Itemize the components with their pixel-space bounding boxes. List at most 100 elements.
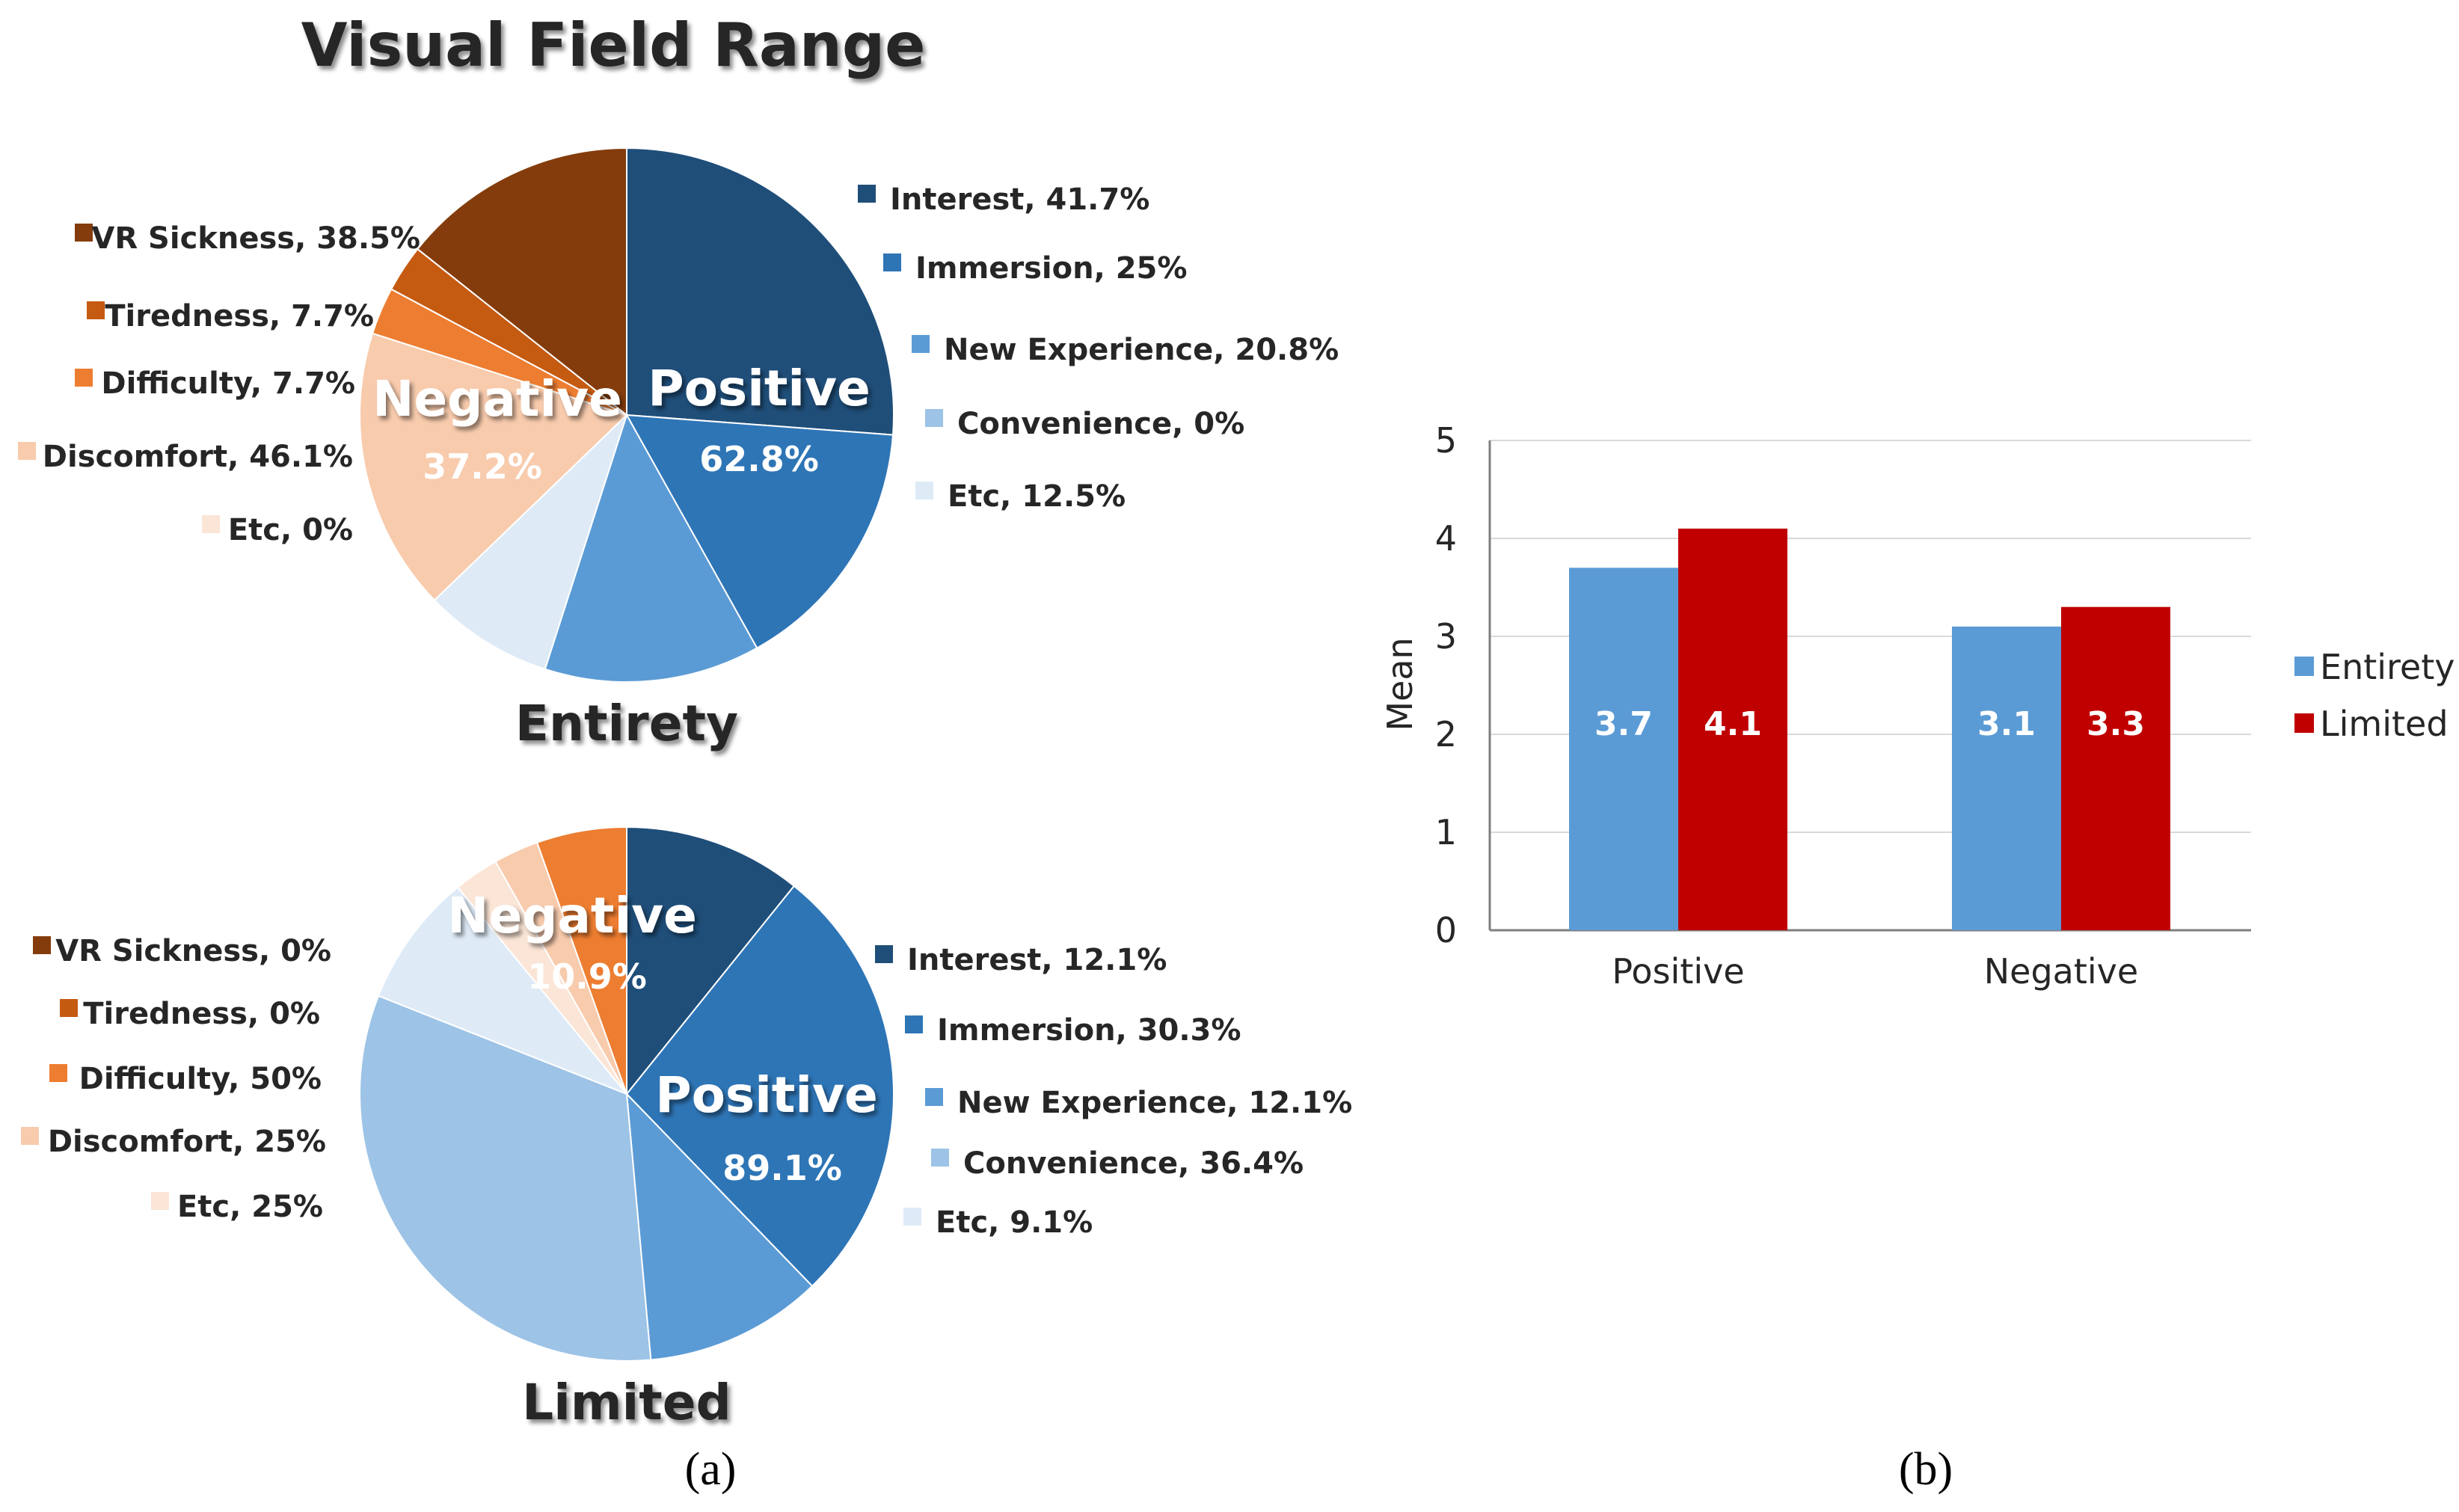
bar-y-tick-2: 2 xyxy=(1435,714,1457,755)
legend-entirety-negative-vr-sickness-label: VR Sickness, 38.5% xyxy=(91,221,420,256)
legend-entirety-negative-difficulty-swatch xyxy=(75,369,93,387)
legend-limited-negative-vr-sickness-label: VR Sickness, 0% xyxy=(55,934,331,968)
legend-entirety-negative-etc-label: Etc, 0% xyxy=(228,513,353,547)
legend-entirety-negative-vr-sickness: VR Sickness, 38.5% xyxy=(75,221,420,256)
pie-limited-negative-percent: 10.9% xyxy=(527,956,647,997)
legend-entirety-positive-new-experience-label: New Experience, 20.8% xyxy=(944,333,1339,367)
pie-limited-slice-positive-etc xyxy=(377,886,630,1096)
bar-positive-limited xyxy=(1678,528,1787,930)
legend-entirety-negative-etc: Etc, 0% xyxy=(202,513,353,547)
bar-legend-entirety-swatch xyxy=(2294,657,2314,676)
legend-entirety-negative-tiredness: Tiredness, 7.7% xyxy=(87,299,374,334)
legend-limited-negative-etc-label: Etc, 25% xyxy=(177,1190,323,1224)
legend-entirety-negative-difficulty-label: Difficulty, 7.7% xyxy=(101,366,355,401)
legend-limited-positive-convenience-label: Convenience, 36.4% xyxy=(963,1146,1304,1181)
legend-limited-negative-etc-swatch xyxy=(151,1192,169,1210)
pie-entirety-slice-negative-discomfort xyxy=(359,332,628,602)
legend-entirety-positive-convenience-label: Convenience, 0% xyxy=(957,407,1244,441)
pie-limited-legend: Interest, 12.1% Immersion, 30.3% New Exper… xyxy=(21,934,1352,1240)
bar-negative-limited xyxy=(2061,606,2170,930)
legend-limited-negative-difficulty: Difficulty, 50% xyxy=(49,1062,322,1096)
legend-limited-negative-vr-sickness: VR Sickness, 0% xyxy=(33,934,331,968)
legend-entirety-positive-etc-label: Etc, 12.5% xyxy=(948,479,1126,514)
pie-limited-name: Limited xyxy=(522,1374,731,1431)
legend-limited-negative-discomfort-swatch xyxy=(21,1127,39,1145)
pie-limited-slice-positive-new-experience xyxy=(625,1092,814,1361)
bar-negative-entirety xyxy=(1952,626,2061,930)
pie-entirety-slice-positive-new-experience xyxy=(544,413,758,683)
bar-legend-limited-swatch xyxy=(2294,713,2314,733)
bar-y-axis-label: Mean xyxy=(1380,637,1420,731)
legend-limited-negative-discomfort-label: Discomfort, 25% xyxy=(48,1125,326,1159)
legend-limited-negative-discomfort: Discomfort, 25% xyxy=(21,1125,326,1159)
pie-entirety-slice-positive-interest xyxy=(626,147,894,436)
pie-entirety-slice-positive-immersion xyxy=(625,414,894,649)
pie-entirety-positive-label: Positive xyxy=(648,360,871,417)
pie-limited-negative-label: Negative xyxy=(447,887,697,944)
pie-entirety-name: Entirety xyxy=(515,695,738,752)
legend-limited-negative-etc: Etc, 25% xyxy=(151,1190,323,1224)
bar-y-tick-0: 0 xyxy=(1435,910,1457,950)
legend-limited-negative-vr-sickness-swatch xyxy=(33,936,51,954)
legend-limited-negative-difficulty-label: Difficulty, 50% xyxy=(79,1062,322,1096)
legend-entirety-positive-interest-label: Interest, 41.7% xyxy=(890,182,1149,217)
pie-limited-slice-positive-convenience xyxy=(359,995,652,1362)
legend-entirety-positive-convenience: Convenience, 0% xyxy=(925,407,1244,441)
legend-limited-positive-interest-swatch xyxy=(875,945,893,963)
pie-limited-slice-positive-immersion xyxy=(625,885,894,1288)
legend-entirety-positive-convenience-swatch xyxy=(925,409,943,427)
pie-entirety-negative-percent: 37.2% xyxy=(423,446,542,487)
caption-a: (a) xyxy=(685,1444,737,1495)
bar-y-tick-4: 4 xyxy=(1435,518,1457,559)
legend-limited-positive-immersion-swatch xyxy=(905,1015,923,1033)
legend-limited-negative-tiredness-swatch xyxy=(60,999,78,1017)
pie-entirety-slice-positive-etc xyxy=(433,414,627,671)
legend-limited-positive-convenience: Convenience, 36.4% xyxy=(931,1146,1304,1181)
legend-entirety-positive-immersion-label: Immersion, 25% xyxy=(915,251,1187,286)
bar-legend-entirety: Entirety xyxy=(2294,647,2455,687)
legend-limited-positive-new-experience: New Experience, 12.1% xyxy=(925,1086,1352,1120)
legend-entirety-positive-new-experience-swatch xyxy=(912,335,930,353)
pie-chart-entirety xyxy=(359,147,894,683)
bar-negative-limited-value: 3.3 xyxy=(2087,705,2145,743)
legend-limited-negative-difficulty-swatch xyxy=(49,1064,67,1082)
legend-entirety-positive-immersion: Immersion, 25% xyxy=(883,251,1187,286)
bar-chart-mean: 0 1 2 3 4 5 3.7 4.1 Positive 3.1 3.3 Negative Entire… xyxy=(1435,420,2455,992)
legend-limited-positive-convenience-swatch xyxy=(931,1149,949,1167)
pie-limited-slice-negative-difficulty xyxy=(535,826,627,1095)
legend-entirety-negative-discomfort-swatch xyxy=(18,442,36,460)
bar-y-tick-1: 1 xyxy=(1435,812,1457,852)
legend-limited-positive-interest: Interest, 12.1% xyxy=(875,943,1167,977)
bar-x-tick-positive: Positive xyxy=(1612,951,1744,992)
legend-entirety-positive-immersion-swatch xyxy=(883,253,901,271)
legend-limited-positive-etc: Etc, 9.1% xyxy=(903,1205,1093,1240)
legend-limited-positive-etc-swatch xyxy=(903,1208,921,1226)
legend-entirety-negative-discomfort-label: Discomfort, 46.1% xyxy=(43,440,353,474)
bar-legend-limited-label: Limited xyxy=(2320,704,2449,744)
bar-legend-limited: Limited xyxy=(2294,704,2449,744)
legend-entirety-negative-etc-swatch xyxy=(202,515,220,533)
legend-limited-positive-immersion: Immersion, 30.3% xyxy=(905,1013,1241,1048)
pie-limited-positive-label: Positive xyxy=(655,1066,878,1124)
legend-entirety-positive-interest: Interest, 41.7% xyxy=(858,182,1149,217)
legend-entirety-positive-etc: Etc, 12.5% xyxy=(915,479,1126,514)
legend-entirety-negative-difficulty: Difficulty, 7.7% xyxy=(75,366,355,401)
legend-limited-positive-new-experience-label: New Experience, 12.1% xyxy=(957,1086,1352,1120)
legend-entirety-negative-discomfort: Discomfort, 46.1% xyxy=(18,440,353,474)
pie-limited-positive-percent: 89.1% xyxy=(722,1148,842,1188)
pie-limited-slice-positive-interest xyxy=(626,826,796,1096)
pie-entirety-negative-label: Negative xyxy=(372,370,622,428)
pie-chart-limited xyxy=(359,826,894,1362)
legend-limited-positive-immersion-label: Immersion, 30.3% xyxy=(937,1013,1241,1048)
legend-limited-negative-tiredness: Tiredness, 0% xyxy=(60,997,320,1031)
legend-entirety-positive-interest-swatch xyxy=(858,185,876,203)
legend-entirety-positive-etc-swatch xyxy=(915,482,933,500)
caption-b: (b) xyxy=(1899,1444,1953,1495)
bar-x-tick-negative: Negative xyxy=(1984,951,2138,992)
figure-title: Visual Field Range xyxy=(301,10,926,80)
legend-entirety-negative-tiredness-swatch xyxy=(87,301,105,319)
legend-entirety-negative-vr-sickness-swatch xyxy=(75,224,93,242)
bar-positive-entirety xyxy=(1569,568,1678,930)
legend-limited-positive-etc-label: Etc, 9.1% xyxy=(936,1205,1093,1240)
